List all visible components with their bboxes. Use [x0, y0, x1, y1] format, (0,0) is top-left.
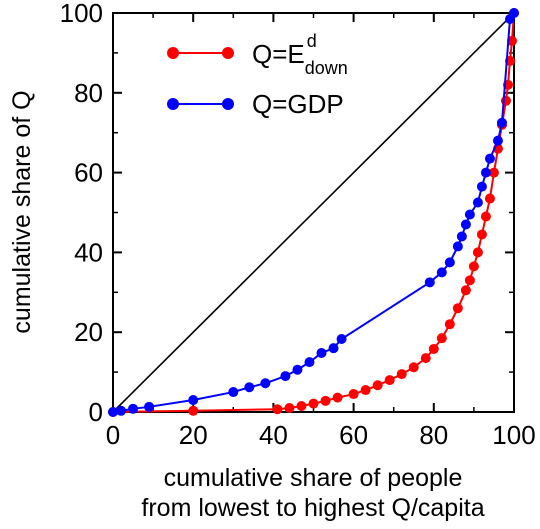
- data-point: [488, 167, 499, 178]
- x-axis-label-line1: cumulative share of people: [164, 464, 463, 492]
- data-point: [284, 403, 295, 414]
- data-point: [144, 401, 155, 412]
- data-point: [360, 385, 371, 396]
- data-point: [188, 405, 199, 416]
- equality-line: [112, 12, 515, 413]
- data-point: [384, 375, 395, 386]
- series-layer: [108, 8, 519, 417]
- data-point: [506, 35, 517, 46]
- x-tick-label: 0: [106, 420, 120, 450]
- data-point: [420, 353, 431, 364]
- data-point: [304, 357, 315, 368]
- data-point: [320, 395, 331, 406]
- data-point: [480, 167, 491, 178]
- data-point: [244, 382, 255, 393]
- legend: Q=E d down Q=GDP: [167, 31, 348, 119]
- legend-energy-sup: d: [307, 31, 317, 51]
- y-axis-label: cumulative share of Q: [8, 90, 36, 333]
- legend-energy-sub: down: [305, 58, 348, 78]
- data-point: [328, 343, 339, 354]
- data-point: [464, 209, 475, 220]
- data-point: [428, 343, 439, 354]
- legend-marker: [167, 98, 179, 110]
- y-tick-label: 40: [74, 237, 103, 267]
- data-point: [348, 389, 359, 400]
- tick-labels: 0 20 40 60 80 100 0 20 40 60 80 100: [60, 0, 536, 450]
- data-point: [260, 378, 271, 389]
- data-point: [292, 364, 303, 375]
- data-point: [476, 229, 487, 240]
- data-point: [108, 407, 118, 417]
- data-point: [308, 398, 319, 409]
- legend-entry-energy: Q=E d down: [167, 31, 348, 78]
- data-point: [480, 211, 491, 222]
- legend-label-energy: Q=E d down: [252, 31, 348, 78]
- data-point: [436, 267, 447, 278]
- data-point: [228, 387, 239, 398]
- x-axis-label-line2: from lowest to highest Q/capita: [141, 494, 484, 522]
- data-point: [408, 362, 419, 373]
- data-point: [396, 369, 407, 380]
- data-point: [272, 404, 283, 415]
- data-point: [280, 371, 291, 382]
- data-point: [468, 261, 479, 272]
- data-point: [424, 277, 435, 288]
- y-tick-label: 20: [74, 317, 103, 347]
- x-tick-label: 60: [339, 420, 368, 450]
- y-tick-label: 60: [74, 158, 103, 188]
- data-point: [316, 347, 327, 358]
- data-point: [296, 401, 307, 412]
- data-point: [509, 8, 519, 18]
- data-point: [188, 395, 199, 406]
- legend-entry-gdp: Q=GDP: [167, 89, 344, 119]
- data-point: [496, 117, 507, 128]
- y-tick-label: 80: [74, 78, 103, 108]
- legend-marker: [222, 98, 234, 110]
- data-point: [116, 405, 127, 416]
- data-point: [336, 333, 347, 344]
- data-point: [444, 257, 455, 268]
- data-point: [472, 247, 483, 258]
- series-gdp: [108, 8, 519, 417]
- data-point: [372, 380, 383, 391]
- data-point: [456, 231, 467, 242]
- legend-energy-base: Q=E: [252, 39, 305, 69]
- x-tick-label: 80: [419, 420, 448, 450]
- data-point: [444, 319, 455, 330]
- x-tick-label: 40: [259, 420, 288, 450]
- data-point: [452, 303, 463, 314]
- data-point: [476, 181, 487, 192]
- legend-label-gdp: Q=GDP: [252, 89, 344, 119]
- y-tick-label: 100: [60, 0, 103, 28]
- data-point: [484, 193, 495, 204]
- data-point: [484, 153, 495, 164]
- x-tick-label: 20: [179, 420, 208, 450]
- data-point: [452, 241, 463, 252]
- data-point: [332, 392, 343, 403]
- legend-marker: [167, 47, 179, 59]
- data-point: [460, 285, 471, 296]
- data-point: [492, 135, 503, 146]
- data-point: [436, 333, 447, 344]
- x-tick-label: 100: [492, 420, 535, 450]
- data-point: [464, 275, 475, 286]
- legend-marker: [222, 47, 234, 59]
- data-point: [472, 197, 483, 208]
- data-point: [460, 219, 471, 230]
- data-point: [128, 403, 139, 414]
- y-tick-label: 0: [89, 397, 103, 427]
